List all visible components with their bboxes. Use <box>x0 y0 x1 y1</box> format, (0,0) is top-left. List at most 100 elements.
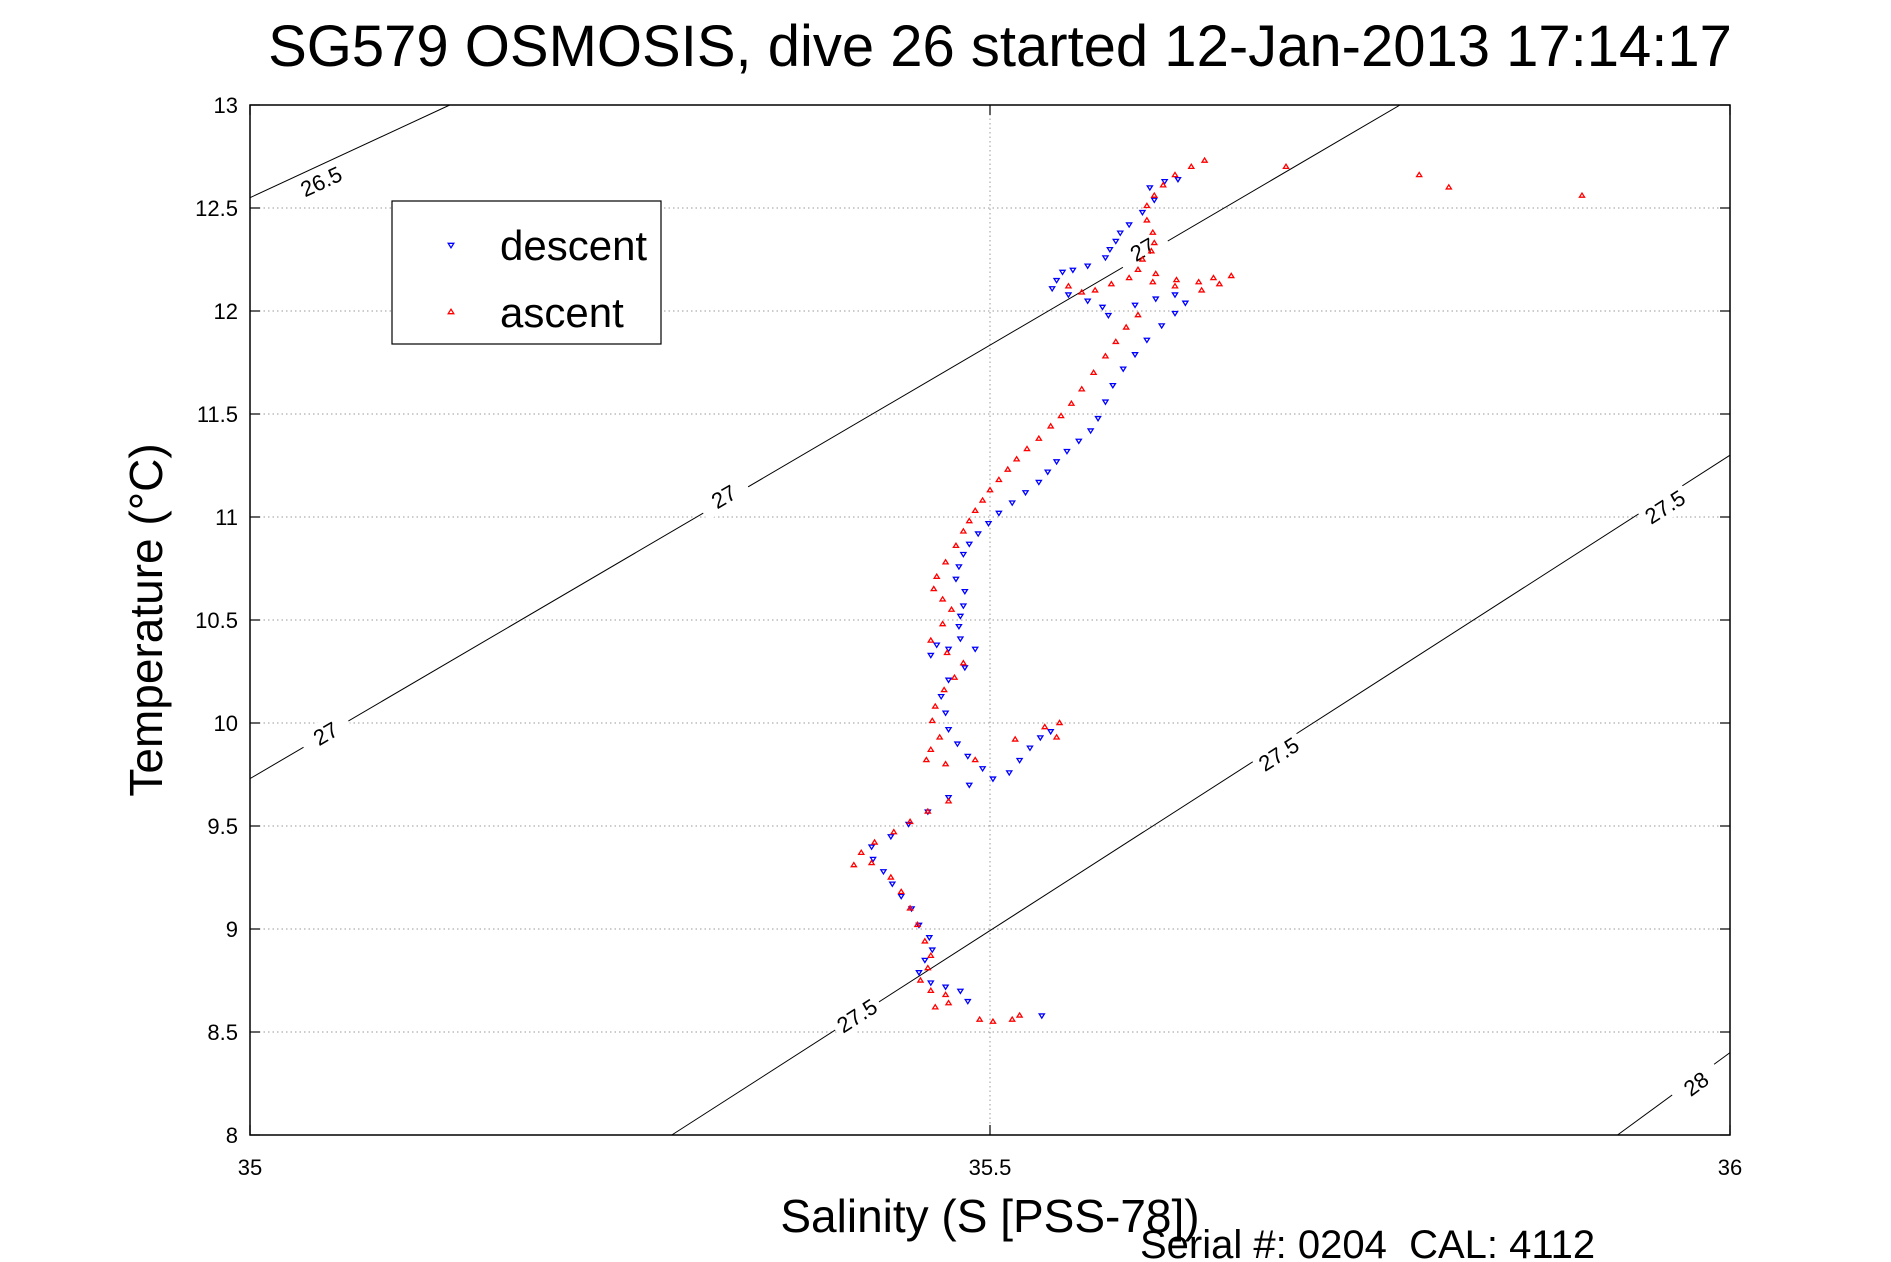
point-descent <box>941 984 950 991</box>
y-tick-label: 11 <box>215 505 238 530</box>
point-ascent <box>1149 228 1157 235</box>
point-descent <box>1075 438 1083 445</box>
point-descent <box>1063 448 1071 455</box>
point-descent <box>1104 312 1113 319</box>
point-ascent <box>887 873 895 880</box>
point-ascent <box>1143 216 1151 223</box>
point-ascent <box>922 756 931 763</box>
point-ascent <box>941 558 950 565</box>
point-ascent <box>938 620 947 627</box>
legend-marker-descent <box>447 242 455 250</box>
point-descent <box>978 766 987 773</box>
serial-cal-footer: Serial #: 0204 CAL: 4112 <box>1140 1223 1595 1262</box>
point-ascent <box>1445 183 1453 190</box>
point-ascent <box>944 999 953 1006</box>
point-descent <box>925 935 934 942</box>
point-descent <box>1052 277 1061 284</box>
point-descent <box>944 646 953 653</box>
point-descent <box>955 623 963 631</box>
point-descent <box>897 893 905 900</box>
point-descent <box>1138 209 1147 216</box>
point-ascent <box>913 921 922 928</box>
y-axis-label: Temperature (°C) <box>120 443 172 796</box>
y-axis-ticks: 8 8.5 9 9.5 10 10.5 11 11.5 12 12.5 13 <box>195 93 1730 1148</box>
y-tick-label: 9.5 <box>207 814 238 839</box>
y-tick-label: 9 <box>226 917 238 942</box>
point-ascent <box>916 976 925 983</box>
point-ascent <box>959 527 968 534</box>
point-descent <box>952 576 960 583</box>
point-ascent <box>1172 276 1181 283</box>
point-descent <box>1119 366 1127 373</box>
point-descent <box>1086 428 1095 435</box>
point-ascent <box>1064 282 1073 289</box>
point-descent <box>956 636 965 643</box>
point-ascent <box>850 861 858 868</box>
legend: descent ascent <box>391 200 662 345</box>
point-ascent <box>947 605 956 612</box>
point-descent <box>1035 479 1043 486</box>
point-ascent <box>1209 274 1218 281</box>
point-descent <box>1171 310 1179 317</box>
point-descent <box>961 588 969 595</box>
point-ascent <box>959 659 968 666</box>
point-ascent <box>938 595 947 602</box>
point-ascent <box>1150 239 1159 246</box>
point-descent <box>1038 1013 1046 1020</box>
y-tick-label: 10.5 <box>195 608 238 633</box>
x-tick-label: 35 <box>238 1155 262 1180</box>
point-descent <box>971 646 979 653</box>
point-descent <box>965 541 974 548</box>
point-descent <box>1083 298 1092 305</box>
point-ascent <box>1227 272 1236 279</box>
point-descent <box>1116 230 1125 237</box>
legend-marker-ascent <box>447 307 455 315</box>
contour-label-bg <box>827 990 886 1041</box>
point-descent <box>1143 337 1151 344</box>
point-ascent <box>1151 270 1160 277</box>
point-ascent <box>965 517 974 524</box>
y-tick-label: 8.5 <box>207 1020 238 1045</box>
point-ascent <box>952 542 960 549</box>
point-descent <box>1181 300 1190 307</box>
point-descent <box>1008 500 1016 507</box>
point-descent <box>1021 490 1030 497</box>
point-descent <box>887 834 895 841</box>
point-ascent <box>1089 368 1098 376</box>
x-axis-ticks: 35 35.5 36 <box>238 105 1742 1180</box>
point-descent <box>1160 179 1169 186</box>
point-ascent <box>1067 399 1076 406</box>
point-descent <box>907 906 916 913</box>
point-ascent <box>1187 162 1196 170</box>
point-ascent <box>978 496 987 503</box>
grid-lines <box>250 105 1730 1135</box>
point-descent <box>1157 323 1166 330</box>
point-descent <box>1125 222 1133 229</box>
contour-line <box>249 104 451 199</box>
point-descent <box>1150 197 1159 204</box>
point-ascent <box>928 717 937 724</box>
point-ascent <box>1055 719 1064 726</box>
point-ascent <box>1003 465 1012 472</box>
y-tick-label: 11.5 <box>197 402 238 427</box>
point-ascent <box>1138 255 1147 262</box>
point-descent <box>989 776 997 783</box>
contour-label-bg <box>1249 728 1308 779</box>
point-descent <box>959 603 968 610</box>
point-descent <box>1069 267 1077 274</box>
point-descent <box>937 694 945 701</box>
point-ascent <box>927 636 935 643</box>
y-tick-label: 12 <box>214 299 238 324</box>
point-descent <box>974 531 982 538</box>
point-ascent <box>1134 265 1142 273</box>
point-descent <box>1058 269 1067 276</box>
point-ascent <box>929 585 938 592</box>
point-descent <box>961 665 969 672</box>
point-ascent <box>995 476 1003 483</box>
point-ascent <box>924 807 932 814</box>
point-ascent <box>1134 311 1142 318</box>
point-descent <box>1083 263 1092 270</box>
point-descent <box>1112 238 1120 245</box>
point-ascent <box>1150 191 1159 198</box>
point-descent <box>944 794 953 801</box>
